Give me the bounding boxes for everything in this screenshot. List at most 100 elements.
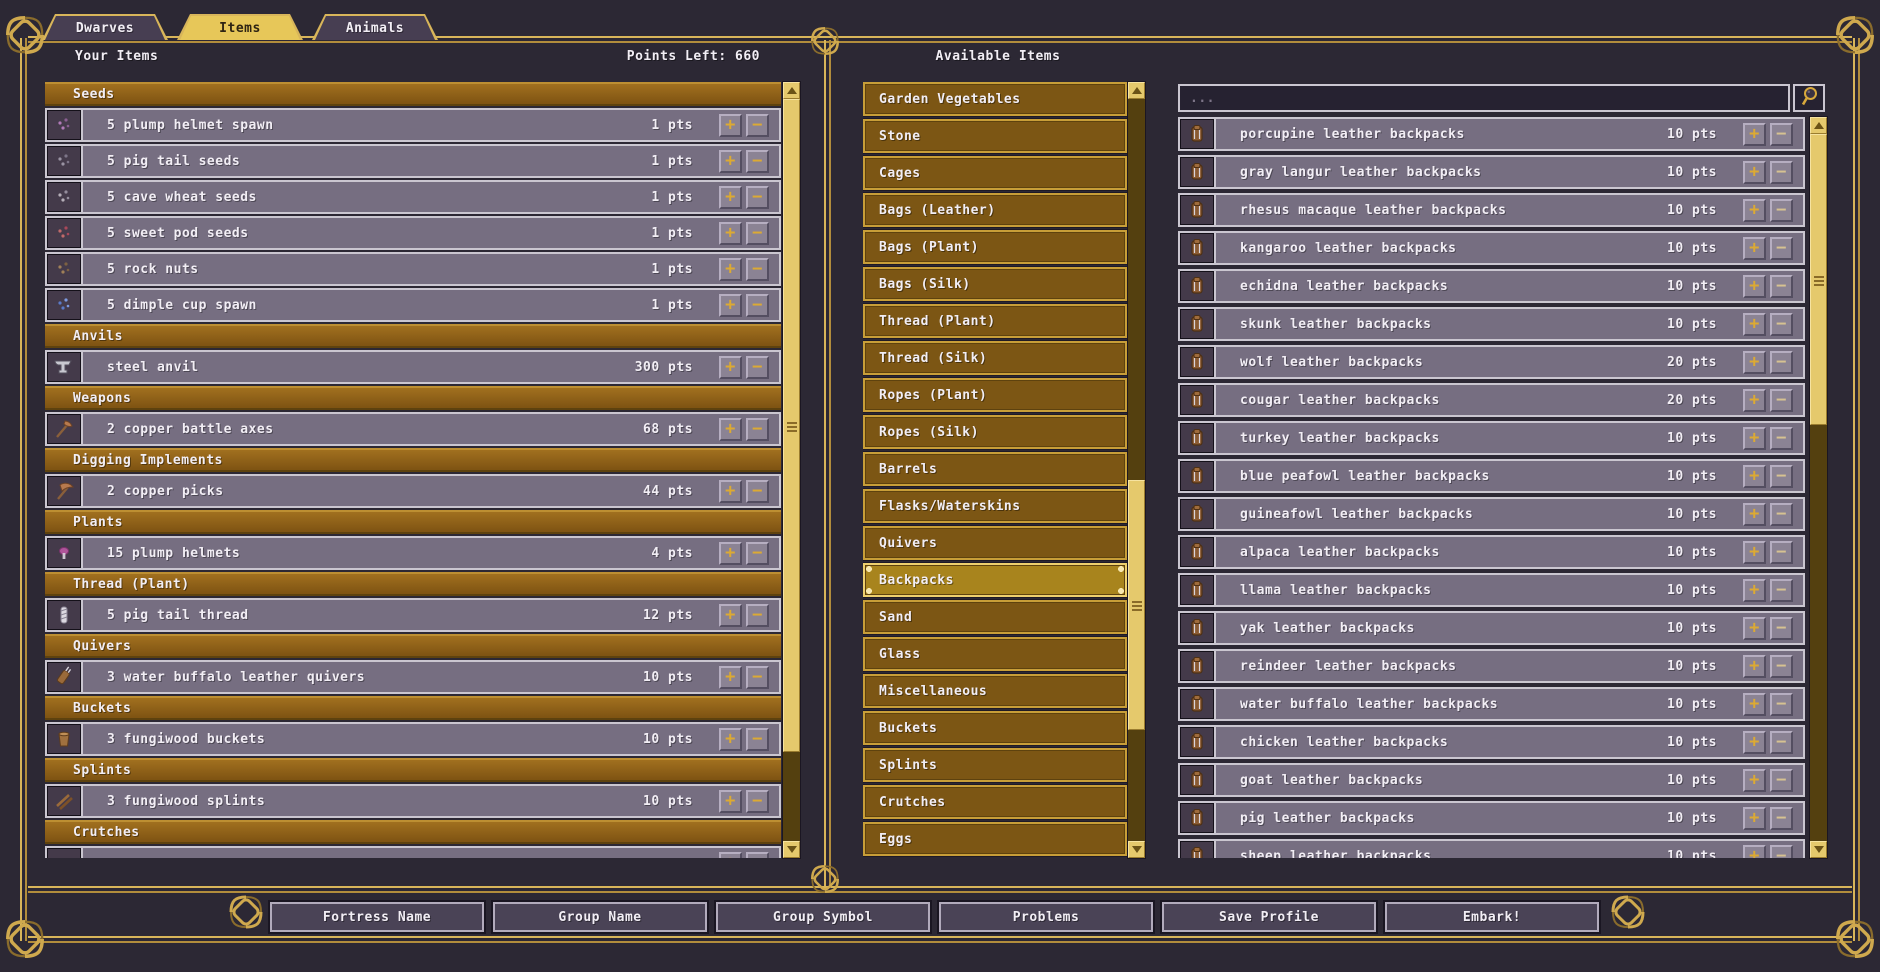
category-item-quivers[interactable]: Quivers — [863, 526, 1127, 560]
increase-button[interactable]: + — [1743, 274, 1766, 298]
increase-button[interactable]: + — [719, 541, 742, 565]
tab-animals[interactable]: Animals — [312, 14, 438, 40]
decrease-button[interactable]: − — [1770, 654, 1793, 678]
increase-button[interactable]: + — [719, 665, 742, 689]
decrease-button[interactable]: − — [1770, 160, 1793, 184]
decrease-button[interactable]: − — [1770, 236, 1793, 260]
category-item-bags-leather[interactable]: Bags (Leather) — [863, 193, 1127, 227]
decrease-button[interactable]: − — [746, 293, 769, 317]
increase-button[interactable]: + — [1743, 844, 1766, 858]
category-item-miscellaneous[interactable]: Miscellaneous — [863, 674, 1127, 708]
embark-button[interactable]: Embark! — [1385, 902, 1599, 932]
increase-button[interactable]: + — [1743, 730, 1766, 754]
category-item-stone[interactable]: Stone — [863, 119, 1127, 153]
increase-button[interactable]: + — [1743, 388, 1766, 412]
increase-button[interactable]: + — [1743, 806, 1766, 830]
decrease-button[interactable]: − — [746, 603, 769, 627]
increase-button[interactable]: + — [1743, 768, 1766, 792]
category-item-eggs[interactable]: Eggs — [863, 822, 1127, 856]
tab-dwarves[interactable]: Dwarves — [42, 14, 168, 40]
increase-button[interactable]: + — [719, 257, 742, 281]
increase-button[interactable]: + — [719, 185, 742, 209]
decrease-button[interactable]: − — [1770, 350, 1793, 374]
increase-button[interactable]: + — [1743, 122, 1766, 146]
increase-button[interactable]: + — [1743, 578, 1766, 602]
problems-button[interactable]: Problems — [939, 902, 1153, 932]
increase-button[interactable]: + — [719, 727, 742, 751]
category-item-cages[interactable]: Cages — [863, 156, 1127, 190]
category-item-crutches[interactable]: Crutches — [863, 785, 1127, 819]
category-item-flasks-waterskins[interactable]: Flasks/Waterskins — [863, 489, 1127, 523]
category-item-sand[interactable]: Sand — [863, 600, 1127, 634]
increase-button[interactable]: + — [1743, 198, 1766, 222]
scroll-up-arrow[interactable] — [1128, 82, 1145, 99]
increase-button[interactable]: + — [1743, 502, 1766, 526]
category-item-splints[interactable]: Splints — [863, 748, 1127, 782]
decrease-button[interactable]: − — [1770, 578, 1793, 602]
increase-button[interactable]: + — [719, 149, 742, 173]
increase-button[interactable]: + — [719, 603, 742, 627]
decrease-button[interactable]: − — [746, 355, 769, 379]
increase-button[interactable]: + — [719, 789, 742, 813]
scroll-thumb[interactable] — [783, 99, 800, 752]
scroll-down-arrow[interactable] — [1810, 841, 1827, 858]
decrease-button[interactable]: − — [1770, 502, 1793, 526]
decrease-button[interactable]: − — [746, 149, 769, 173]
fortress-name-button[interactable]: Fortress Name — [270, 902, 484, 932]
decrease-button[interactable]: − — [746, 541, 769, 565]
category-item-ropes-plant[interactable]: Ropes (Plant) — [863, 378, 1127, 412]
category-item-bags-silk[interactable]: Bags (Silk) — [863, 267, 1127, 301]
increase-button[interactable]: + — [1743, 616, 1766, 640]
decrease-button[interactable]: − — [746, 257, 769, 281]
decrease-button[interactable]: − — [1770, 692, 1793, 716]
increase-button[interactable]: + — [1743, 540, 1766, 564]
search-button[interactable] — [1793, 84, 1825, 112]
decrease-button[interactable]: − — [1770, 616, 1793, 640]
group-name-button[interactable]: Group Name — [493, 902, 707, 932]
decrease-button[interactable]: − — [746, 851, 769, 858]
increase-button[interactable]: + — [719, 479, 742, 503]
tab-items[interactable]: Items — [177, 14, 303, 40]
increase-button[interactable]: + — [1743, 692, 1766, 716]
category-item-ropes-silk[interactable]: Ropes (Silk) — [863, 415, 1127, 449]
decrease-button[interactable]: − — [1770, 312, 1793, 336]
decrease-button[interactable]: − — [746, 221, 769, 245]
category-item-thread-silk[interactable]: Thread (Silk) — [863, 341, 1127, 375]
decrease-button[interactable]: − — [1770, 388, 1793, 412]
scroll-thumb[interactable] — [1128, 480, 1145, 730]
decrease-button[interactable]: − — [1770, 806, 1793, 830]
decrease-button[interactable]: − — [746, 665, 769, 689]
category-item-thread-plant[interactable]: Thread (Plant) — [863, 304, 1127, 338]
scroll-down-arrow[interactable] — [783, 841, 800, 858]
decrease-button[interactable]: − — [746, 113, 769, 137]
decrease-button[interactable]: − — [1770, 198, 1793, 222]
category-item-barrels[interactable]: Barrels — [863, 452, 1127, 486]
increase-button[interactable]: + — [719, 355, 742, 379]
decrease-button[interactable]: − — [1770, 122, 1793, 146]
scroll-up-arrow[interactable] — [783, 82, 800, 99]
scroll-down-arrow[interactable] — [1128, 841, 1145, 858]
increase-button[interactable]: + — [1743, 464, 1766, 488]
save-profile-button[interactable]: Save Profile — [1162, 902, 1376, 932]
increase-button[interactable]: + — [719, 113, 742, 137]
increase-button[interactable]: + — [1743, 160, 1766, 184]
scroll-thumb[interactable] — [1810, 134, 1827, 425]
increase-button[interactable]: + — [1743, 654, 1766, 678]
category-item-bags-plant[interactable]: Bags (Plant) — [863, 230, 1127, 264]
increase-button[interactable]: + — [719, 851, 742, 858]
scroll-up-arrow[interactable] — [1810, 117, 1827, 134]
search-input[interactable]: ... — [1178, 84, 1790, 112]
decrease-button[interactable]: − — [746, 727, 769, 751]
decrease-button[interactable]: − — [1770, 274, 1793, 298]
increase-button[interactable]: + — [719, 221, 742, 245]
increase-button[interactable]: + — [1743, 312, 1766, 336]
group-symbol-button[interactable]: Group Symbol — [716, 902, 930, 932]
decrease-button[interactable]: − — [1770, 768, 1793, 792]
increase-button[interactable]: + — [719, 293, 742, 317]
increase-button[interactable]: + — [1743, 426, 1766, 450]
category-item-backpacks[interactable]: Backpacks — [863, 563, 1127, 597]
decrease-button[interactable]: − — [1770, 844, 1793, 858]
category-item-glass[interactable]: Glass — [863, 637, 1127, 671]
decrease-button[interactable]: − — [746, 789, 769, 813]
category-item-buckets[interactable]: Buckets — [863, 711, 1127, 745]
